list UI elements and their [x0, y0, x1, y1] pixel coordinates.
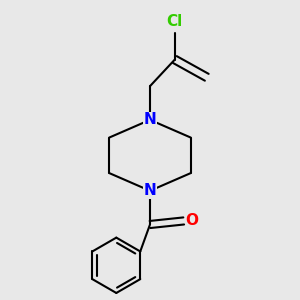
Text: O: O: [185, 214, 199, 229]
Text: N: N: [144, 112, 156, 127]
Text: N: N: [144, 183, 156, 198]
Text: Cl: Cl: [167, 14, 183, 29]
